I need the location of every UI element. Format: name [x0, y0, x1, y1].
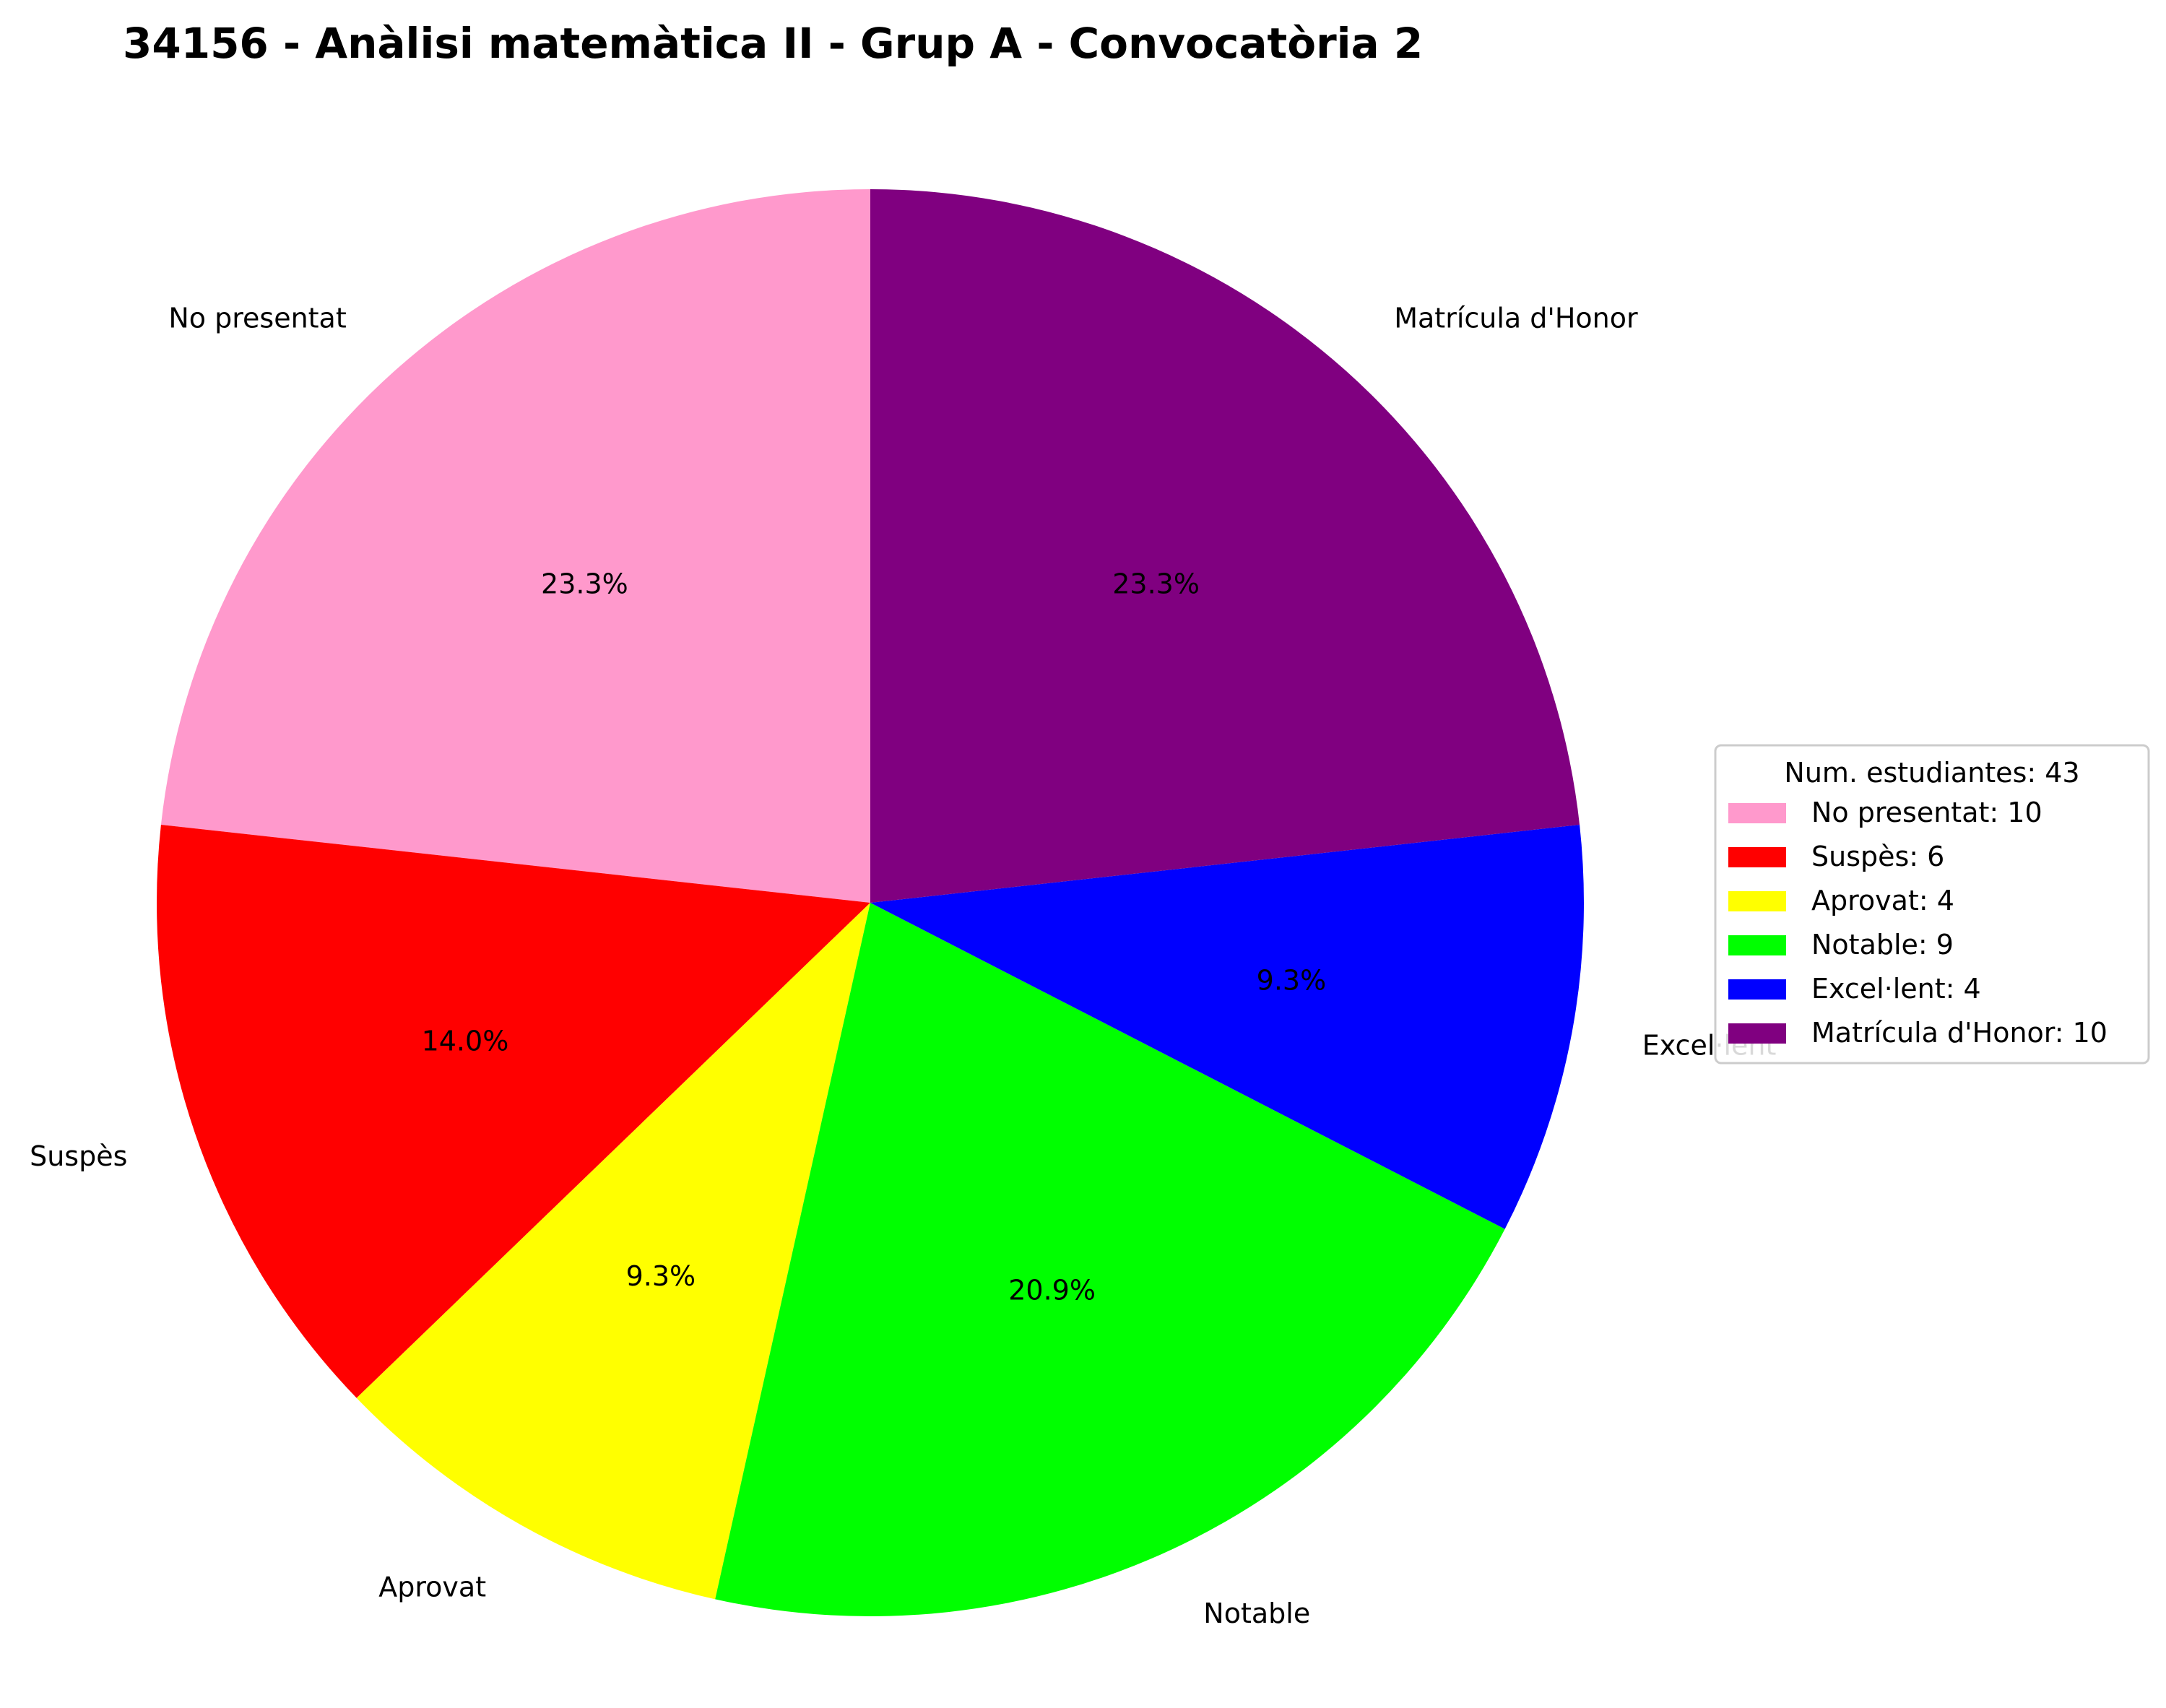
legend-swatch-matricula-d-honor	[1728, 1023, 1786, 1044]
legend-frame	[1714, 744, 2150, 1065]
percent-label-matricula-d-honor: 23.3%	[1112, 568, 1200, 599]
slice-label-notable: Notable	[1203, 1598, 1310, 1629]
percent-label-notable: 20.9%	[1008, 1275, 1096, 1306]
legend-entry-no-presentat: No presentat: 10	[1811, 797, 2042, 828]
legend-swatch-excel-lent	[1728, 979, 1786, 1000]
pie-slice-notable	[715, 903, 1505, 1616]
legend-swatch-notable	[1728, 935, 1786, 955]
slice-label-matricula-d-honor: Matrícula d'Honor	[1394, 303, 1638, 334]
legend-swatch-no-presentat	[1728, 803, 1786, 823]
slice-label-aprovat: Aprovat	[378, 1572, 486, 1603]
legend-swatch-aprovat	[1728, 891, 1786, 911]
chart-title: 34156 - Anàlisi matemàtica II - Grup A -…	[123, 19, 1423, 68]
legend-entry-suspes: Suspès: 6	[1811, 841, 1944, 872]
percent-label-excel-lent: 9.3%	[1257, 965, 1327, 997]
legend-entry-matricula-d-honor: Matrícula d'Honor: 10	[1811, 1017, 2107, 1049]
percent-labels: 23.3% 14.0% 9.3% 20.9% 9.3% 23.3%	[422, 568, 1327, 1306]
percent-label-suspes: 14.0%	[422, 1025, 509, 1057]
pie-slice-suspes	[156, 824, 870, 1398]
pie-slice-excel-lent	[870, 824, 1584, 1229]
pie-slice-aprovat	[356, 903, 871, 1600]
legend-swatch-suspes	[1728, 847, 1786, 867]
legend-title: Num. estudiantes: 43	[1784, 757, 2079, 789]
legend-entries: No presentat: 10 Suspès: 6 Aprovat: 4 Notab…	[1728, 797, 2107, 1049]
pie-slice-matricula-d-honor	[870, 189, 1580, 903]
percent-label-no-presentat: 23.3%	[541, 568, 628, 599]
pie-slices	[156, 189, 1584, 1616]
legend-entry-notable: Notable: 9	[1811, 929, 1954, 961]
pie-slice-no-presentat	[160, 189, 871, 903]
slice-label-no-presentat: No presentat	[168, 303, 346, 334]
legend: Num. estudiantes: 43 No presentat: 10 Sus…	[1714, 744, 2150, 1065]
slice-label-suspes: Suspès	[30, 1140, 127, 1172]
legend-entry-aprovat: Aprovat: 4	[1811, 885, 1954, 916]
percent-label-aprovat: 9.3%	[626, 1260, 696, 1292]
slice-labels: No presentatSuspèsAprovatNotableExcel·le…	[30, 303, 1776, 1629]
legend-entry-excel-lent: Excel·lent: 4	[1811, 973, 1981, 1005]
